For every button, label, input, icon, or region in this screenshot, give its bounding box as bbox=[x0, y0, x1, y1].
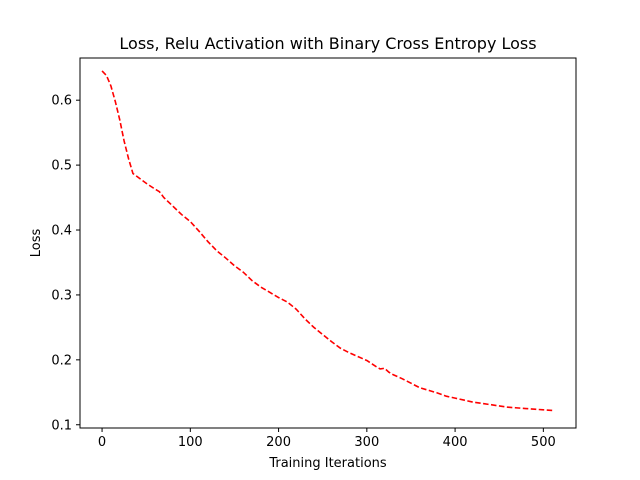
y-tick-label: 0.3 bbox=[51, 288, 72, 303]
x-tick-label: 300 bbox=[354, 435, 379, 450]
y-tick-label: 0.1 bbox=[51, 418, 72, 433]
y-tick-label: 0.6 bbox=[51, 94, 72, 109]
x-tick-label: 400 bbox=[443, 435, 468, 450]
x-tick-label: 0 bbox=[98, 435, 106, 450]
y-tick-label: 0.4 bbox=[51, 224, 72, 239]
y-axis: 0.1 0.2 0.3 0.4 0.5 0.6 bbox=[51, 94, 80, 433]
y-axis-label: Loss bbox=[29, 229, 44, 258]
x-tick-label: 100 bbox=[178, 435, 203, 450]
x-tick-label: 500 bbox=[531, 435, 556, 450]
x-tick-label: 200 bbox=[266, 435, 291, 450]
loss-series-line bbox=[101, 70, 553, 412]
x-axis-label: Training Iterations bbox=[268, 456, 387, 471]
y-tick-label: 0.2 bbox=[51, 353, 72, 368]
x-axis: 0 100 200 300 400 500 bbox=[98, 428, 556, 450]
chart-title: Loss, Relu Activation with Binary Cross … bbox=[119, 34, 536, 53]
y-tick-label: 0.5 bbox=[51, 159, 72, 174]
plot-area bbox=[101, 70, 553, 412]
axes-frame bbox=[79, 57, 577, 429]
